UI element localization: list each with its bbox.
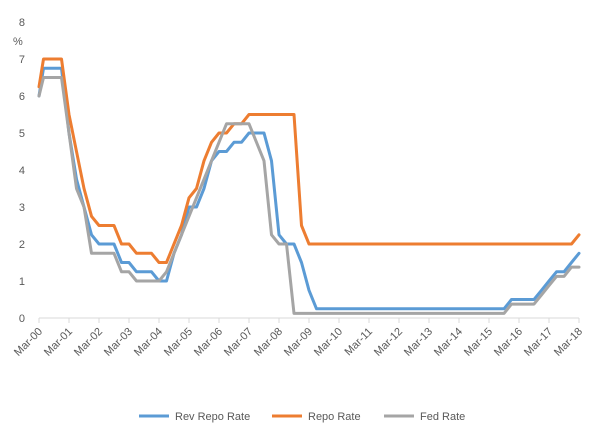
x-tick-label: Mar-01	[42, 326, 75, 359]
x-tick-label: Mar-11	[343, 326, 376, 359]
y-tick-label: 1	[19, 276, 25, 288]
legend-label: Fed Rate	[420, 411, 465, 423]
y-axis-unit-label: %	[13, 36, 23, 48]
series-line-rev-repo-rate	[37, 66, 581, 311]
x-tick-label: Mar-02	[72, 326, 105, 359]
y-tick-label: 3	[19, 202, 25, 214]
y-tick-label: 7	[19, 54, 25, 66]
y-tick-label: 5	[19, 128, 25, 140]
x-tick-label: Mar-18	[552, 326, 585, 359]
x-tick-label: Mar-14	[432, 326, 465, 359]
x-tick-label: Mar-15	[462, 326, 495, 359]
y-tick-label: 0	[19, 313, 25, 325]
x-tick-label: Mar-00	[12, 326, 45, 359]
series-lines	[37, 57, 581, 315]
y-tick-label: 6	[19, 91, 25, 103]
x-tick-label: Mar-12	[372, 326, 405, 359]
x-tick-label: Mar-10	[312, 326, 345, 359]
x-tick-label: Mar-13	[402, 326, 435, 359]
x-axis-ticks: Mar-00Mar-01Mar-02Mar-03Mar-04Mar-05Mar-…	[12, 318, 585, 359]
y-tick-label: 2	[19, 239, 25, 251]
y-tick-label: 4	[19, 165, 25, 177]
x-tick-label: Mar-17	[522, 326, 555, 359]
y-axis-ticks: 0 1 2 3 4 5 6 7 8	[19, 17, 25, 325]
series-line-fed-rate	[37, 76, 581, 315]
x-tick-label: Mar-04	[132, 326, 165, 359]
x-tick-label: Mar-03	[102, 326, 135, 359]
legend: Rev Repo Rate Repo Rate Fed Rate	[139, 411, 465, 423]
series-line-repo-rate	[37, 57, 581, 264]
legend-label: Rev Repo Rate	[175, 411, 250, 423]
x-tick-label: Mar-06	[192, 326, 225, 359]
x-tick-label: Mar-16	[492, 326, 525, 359]
x-tick-label: Mar-05	[162, 326, 195, 359]
x-tick-label: Mar-09	[282, 326, 315, 359]
x-tick-label: Mar-08	[252, 326, 285, 359]
y-tick-label: 8	[19, 17, 25, 29]
legend-label: Repo Rate	[308, 411, 361, 423]
x-tick-label: Mar-07	[222, 326, 255, 359]
